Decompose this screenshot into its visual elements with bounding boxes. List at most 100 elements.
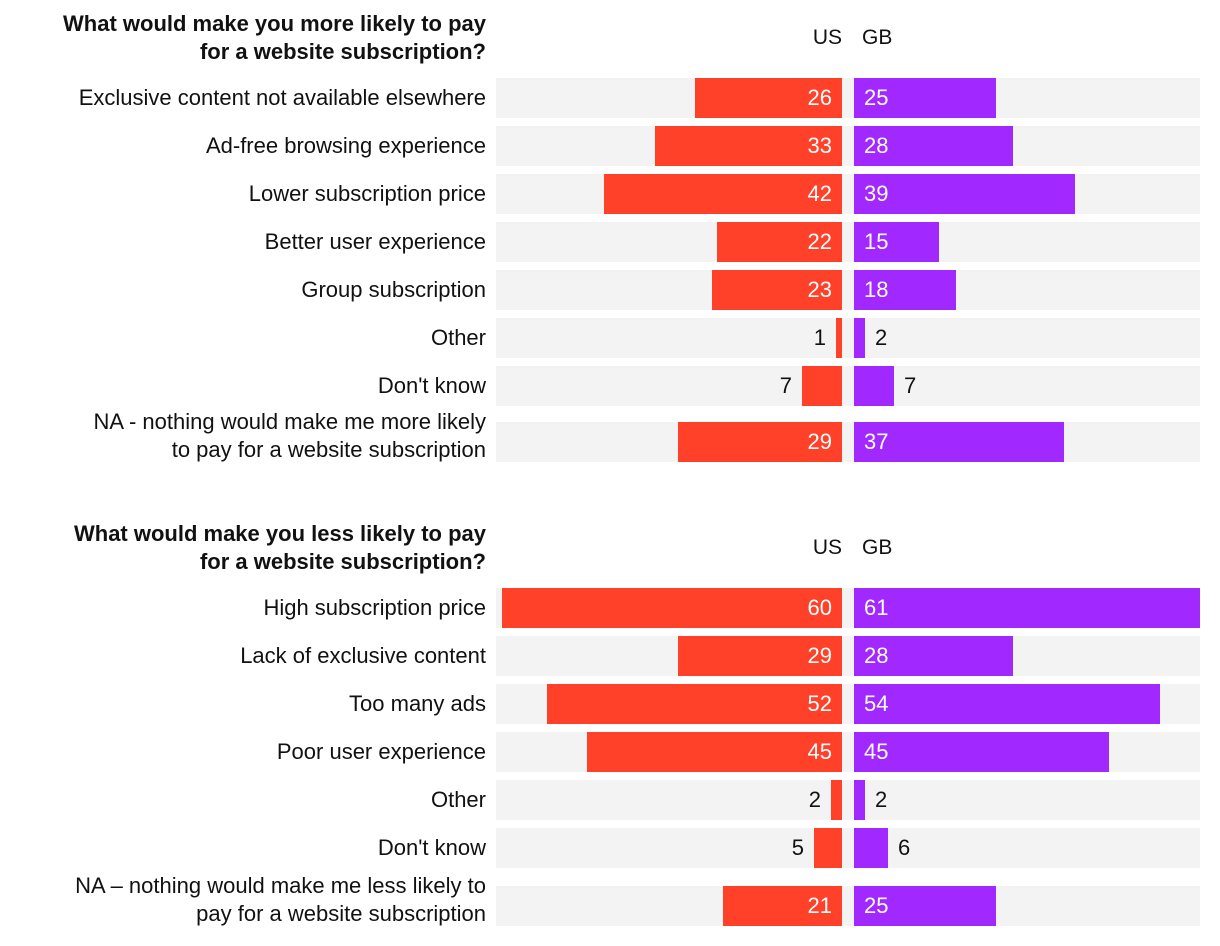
row-label-line: Other [430,325,486,350]
value-label-gb: 37 [864,429,889,454]
bar-gb [854,732,1109,772]
bar-gb [854,422,1064,462]
row-label: Lower subscription price [6,180,486,208]
value-label-gb: 39 [864,181,889,206]
row-label: Lack of exclusive content [6,642,486,670]
value-label-gb: 15 [864,229,889,254]
row-label: Don't know [6,834,486,862]
row-label-line: High subscription price [263,595,486,620]
value-label-us: 60 [807,595,832,620]
value-label-us: 45 [807,739,832,764]
bar-gb [854,174,1075,214]
bar-gb [854,270,956,310]
row-label-line: Too many ads [349,691,486,716]
value-label-us: 29 [807,643,832,668]
value-label-gb: 45 [864,739,889,764]
row-track [496,126,1200,166]
row-track [496,222,1200,262]
bar-gb [854,318,865,358]
row-label: Poor user experience [6,738,486,766]
row-label: NA - nothing would make me more likely to… [6,408,487,464]
row-label: Group subscription [6,276,486,304]
bar-us [587,732,842,772]
value-label-us: 26 [807,85,832,110]
row-label-line: Lower subscription price [248,181,486,206]
bar-us [712,270,842,310]
panel-1-title: What would make you less likely to pay fo… [0,520,486,576]
row-track [496,366,1200,406]
row-track [496,78,1200,118]
value-label-us: 7 [779,373,792,398]
value-label-gb: 61 [864,595,889,620]
row-track [496,174,1200,214]
row-label-line: Exclusive content not available elsewher… [78,85,486,110]
row-track [496,636,1200,676]
row-label-line: Don't know [377,373,486,398]
bar-us [655,126,842,166]
row-label-line: NA – nothing would make me less likely t… [75,873,486,898]
bar-gb [854,636,1013,676]
value-label-us: 2 [808,787,821,812]
value-label-us: 23 [807,277,832,302]
row-label-line: Don't know [377,835,486,860]
value-label-gb: 28 [864,643,889,668]
value-label-us: 5 [791,835,804,860]
row-track [496,318,1200,358]
row-label-line: Lack of exclusive content [240,643,486,668]
value-label-gb: 2 [875,325,888,350]
value-label-us: 1 [813,325,826,350]
bar-gb [854,684,1160,724]
bar-us [814,828,842,868]
panel-1-header-us: US [812,536,842,559]
bar-us [547,684,842,724]
value-label-us: 33 [807,133,832,158]
row-label-line: to pay for a website subscription [171,437,486,462]
bar-us [836,318,842,358]
value-label-gb: 7 [904,373,917,398]
bar-us [678,422,842,462]
value-label-us: 29 [807,429,832,454]
value-label-gb: 25 [864,85,889,110]
panel-title-line: for a website subscription? [199,39,486,64]
value-label-gb: 28 [864,133,889,158]
row-label-line: Ad-free browsing experience [205,133,486,158]
row-track [496,270,1200,310]
bar-us [802,366,842,406]
bar-us [604,174,842,214]
value-label-gb: 6 [898,835,911,860]
row-label: Ad-free browsing experience [6,132,486,160]
value-label-gb: 54 [864,691,889,716]
row-label: NA – nothing would make me less likely t… [6,872,486,928]
bar-gb [854,886,996,926]
panel-0-title: What would make you more likely to pay fo… [0,10,486,66]
bar-us [695,78,842,118]
value-label-us: 42 [807,181,832,206]
row-label-line: Group subscription [301,277,486,302]
row-label: Exclusive content not available elsewher… [6,84,486,112]
row-label: Other [6,786,486,814]
row-label: Better user experience [6,228,486,256]
row-label: Don't know [6,372,486,400]
row-track [496,886,1200,926]
row-label: Other [6,324,486,352]
bar-gb [854,78,996,118]
bar-us [831,780,842,820]
row-label-line: Other [430,787,486,812]
panel-title-line: for a website subscription? [199,549,486,574]
bar-gb [854,828,888,868]
bar-gb [854,366,894,406]
bar-us [717,222,842,262]
row-label: Too many ads [6,690,486,718]
bar-us [678,636,842,676]
row-label-line: Poor user experience [276,739,486,764]
bar-gb [854,588,1200,628]
panel-1-header-gb: GB [862,536,893,559]
panel-title-line: What would make you more likely to pay [63,11,486,36]
bar-us [502,588,842,628]
value-label-gb: 25 [864,893,889,918]
value-label-gb: 2 [875,787,888,812]
bar-gb [854,222,939,262]
value-label-us: 22 [807,229,832,254]
panel-0-header-gb: GB [862,26,893,49]
